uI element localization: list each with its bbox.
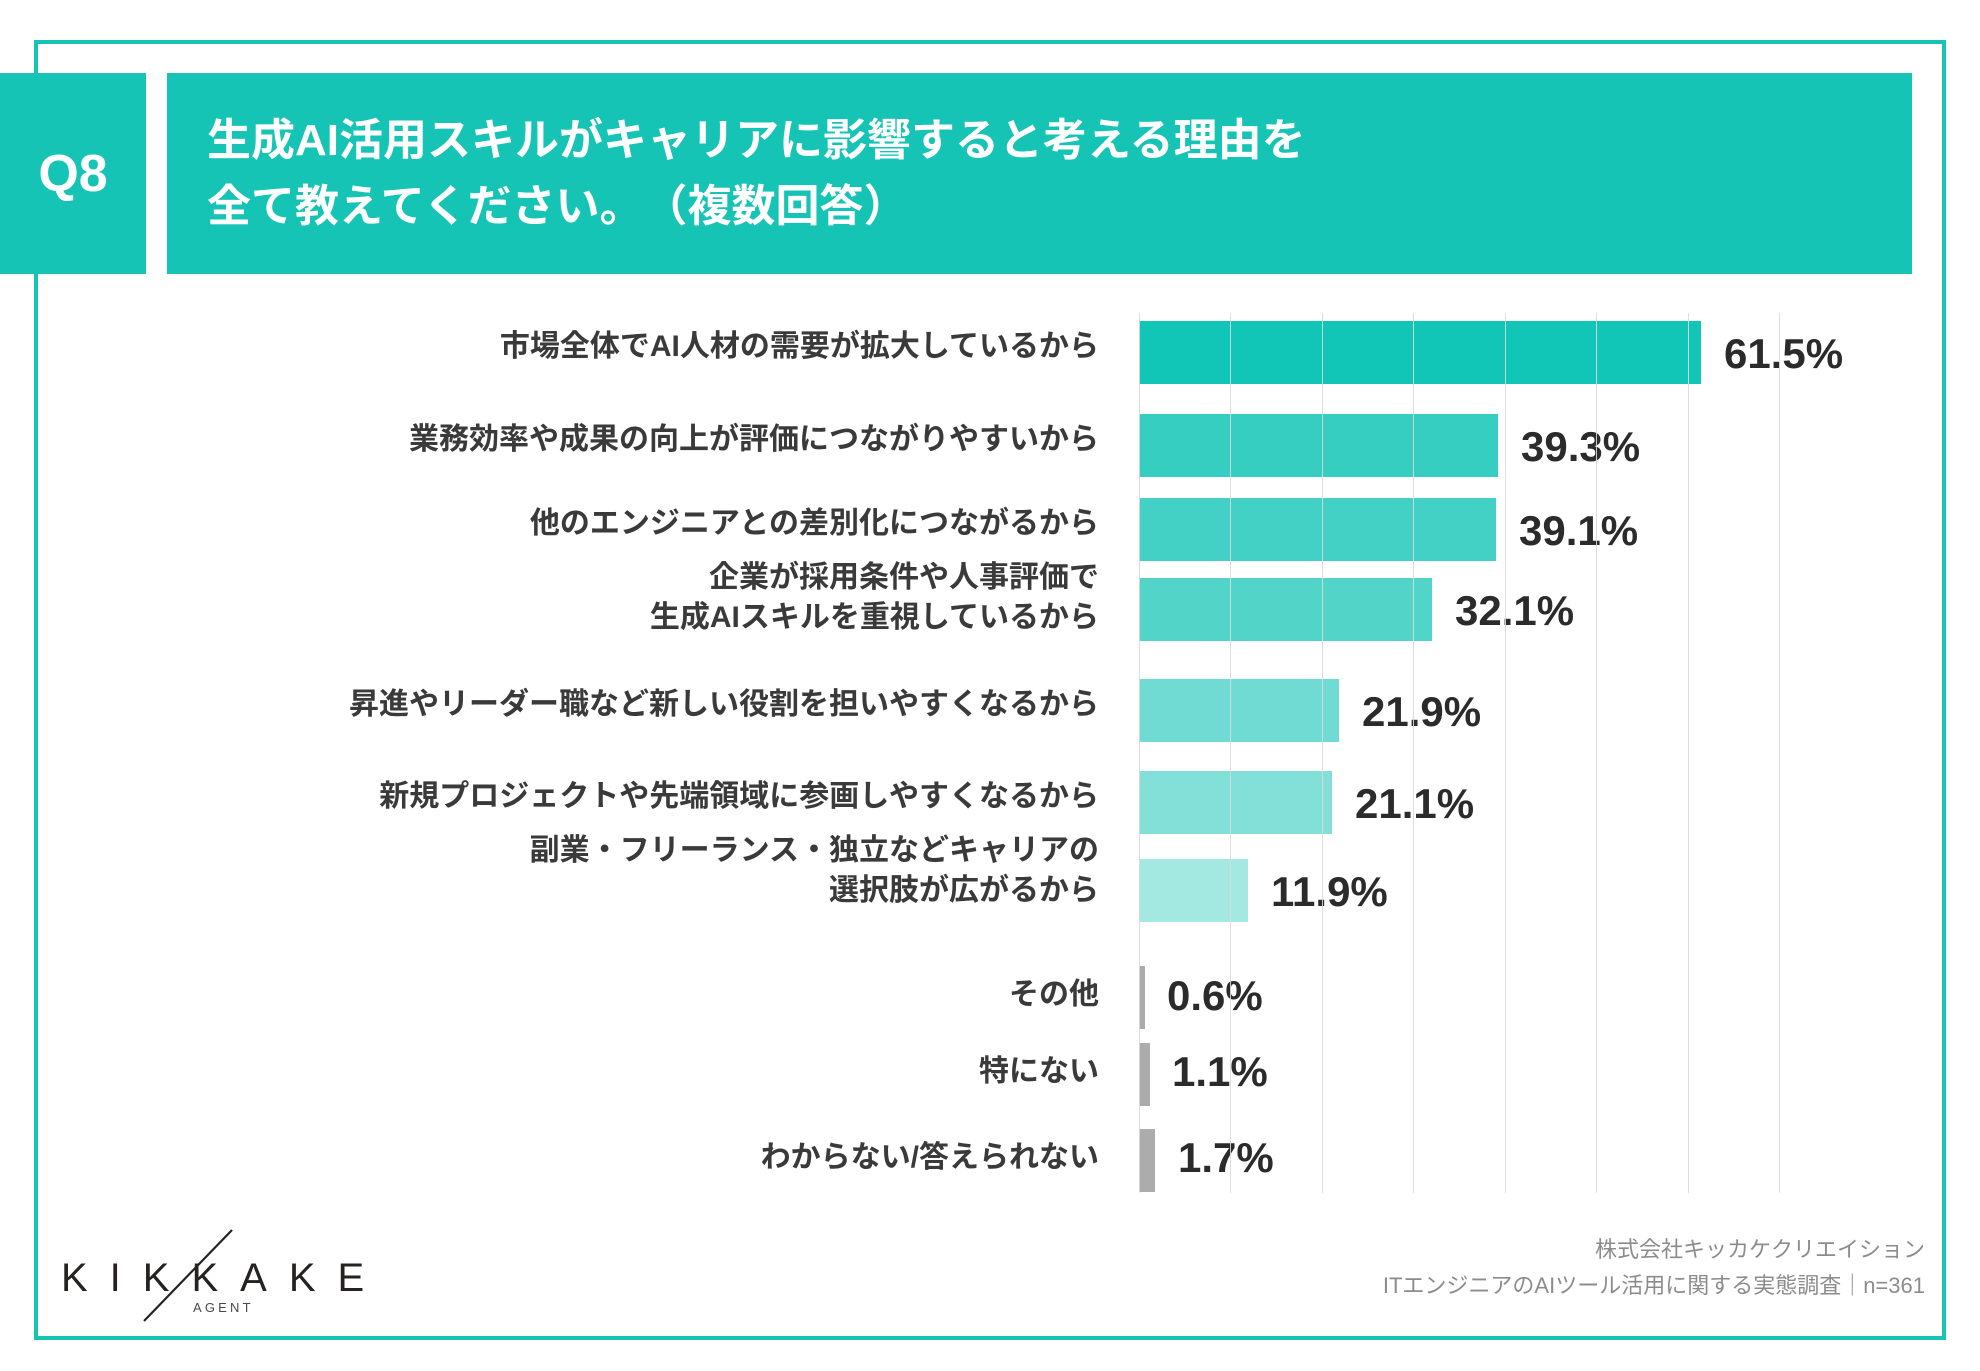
svg-text:KIKKAKE: KIKKAKE (61, 1256, 386, 1300)
svg-text:AGENT: AGENT (193, 1300, 254, 1315)
